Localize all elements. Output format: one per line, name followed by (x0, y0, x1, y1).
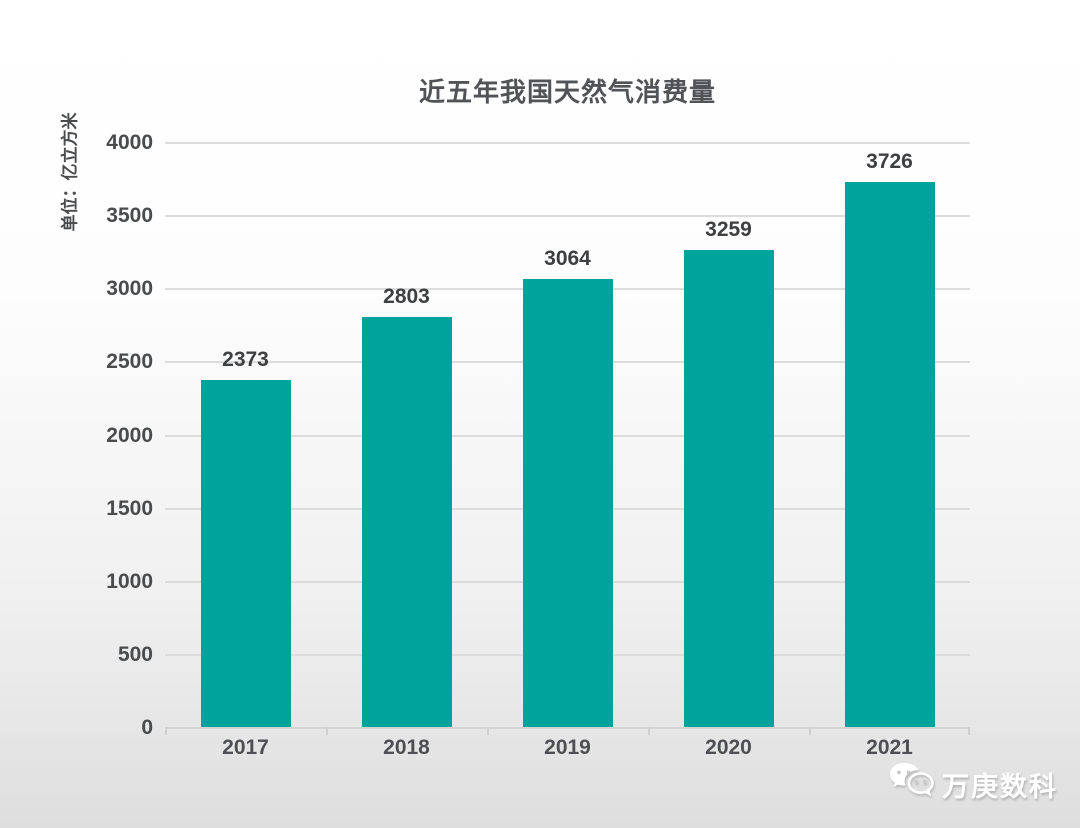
y-axis-tick-labels: 0 500 1000 1500 2000 2500 3000 3500 4000 (33, 131, 153, 739)
bar-value-2017: 2373 (222, 347, 269, 371)
gridline-4000 (165, 142, 970, 144)
gridline-3500 (165, 215, 970, 218)
y-tick-label-3000: 3000 (106, 277, 153, 301)
x-axis-tick (809, 727, 811, 735)
bar-value-2021: 3726 (866, 150, 913, 174)
bar-2020 (683, 250, 774, 727)
x-axis-tick (165, 727, 167, 735)
y-tick-label-4000: 4000 (106, 131, 153, 154)
y-tick-label-1000: 1000 (106, 569, 153, 593)
x-category-label-2020: 2020 (705, 736, 752, 759)
bar-2018 (361, 317, 452, 727)
y-tick-label-500: 500 (117, 642, 153, 666)
bar-value-2018: 2803 (383, 285, 430, 309)
x-category-label-2021: 2021 (866, 736, 913, 759)
plot-area: 2373 2803 3064 3259 3726 (165, 142, 970, 735)
wechat-icon (888, 761, 934, 808)
y-tick-label-0: 0 (141, 716, 153, 739)
watermark: 万庚数科 (888, 760, 1058, 808)
bar-2021 (844, 182, 935, 727)
y-tick-label-1500: 1500 (106, 496, 153, 520)
watermark-text: 万庚数科 (942, 771, 1058, 802)
x-axis-tick (968, 727, 970, 735)
bar-2017 (200, 379, 291, 727)
y-tick-label-3500: 3500 (106, 204, 153, 228)
chart-title: 近五年我国天然气消费量 (418, 77, 716, 107)
bar-value-2019: 3064 (544, 246, 591, 270)
x-category-label-2019: 2019 (544, 736, 591, 759)
bar-value-2020: 3259 (705, 218, 752, 242)
x-axis-tick (487, 727, 489, 735)
x-category-label-2017: 2017 (222, 736, 269, 759)
x-category-label-2018: 2018 (383, 736, 430, 759)
y-tick-label-2000: 2000 (106, 423, 153, 447)
x-axis-tick (326, 727, 328, 735)
y-tick-label-2500: 2500 (106, 350, 153, 374)
bar-2019 (522, 278, 613, 727)
x-axis-tick-labels: 2017 2018 2019 2020 2021 (165, 736, 970, 766)
gridline-0 (165, 727, 970, 729)
x-axis-tick (648, 727, 650, 735)
